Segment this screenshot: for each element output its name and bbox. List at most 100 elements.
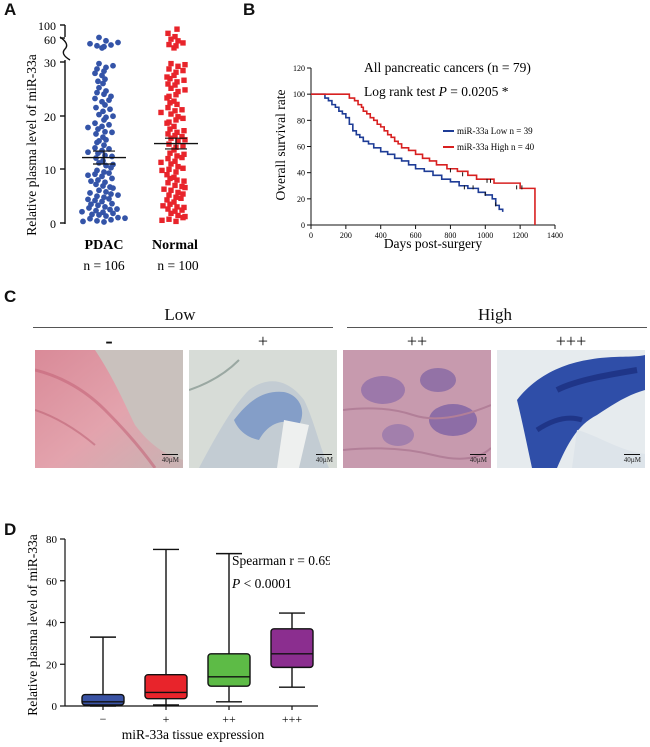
logrank-value: = 0.0205 * xyxy=(447,84,509,99)
grade-label-plus: + xyxy=(257,331,269,351)
data-point-normal xyxy=(165,180,171,186)
data-point-pdac xyxy=(80,218,86,225)
grade-label-negative: - xyxy=(105,328,113,353)
data-point-normal xyxy=(182,61,188,68)
y-tick-label: 100 xyxy=(293,90,305,99)
grade-label-plus-plus: ++ xyxy=(406,331,428,351)
curve-high xyxy=(311,93,536,225)
data-point-pdac xyxy=(101,142,107,149)
data-point-normal xyxy=(166,192,172,198)
x-tick-label: 1000 xyxy=(477,231,493,240)
data-point-pdac xyxy=(88,201,94,208)
y-tick-label: 20 xyxy=(297,195,305,204)
data-point-pdac xyxy=(108,42,114,48)
data-point-normal xyxy=(168,85,174,91)
data-point-normal xyxy=(158,159,164,166)
data-point-pdac xyxy=(79,208,85,215)
box-3 xyxy=(207,653,251,687)
panel-label-c: C xyxy=(4,287,17,306)
data-point-pdac xyxy=(87,190,93,196)
data-point-normal xyxy=(166,119,172,125)
data-point-normal xyxy=(172,108,178,114)
divider-high xyxy=(347,327,647,328)
data-point-normal xyxy=(173,218,179,225)
x-tick-label: 200 xyxy=(340,231,352,240)
data-point-normal xyxy=(182,213,188,220)
data-point-pdac xyxy=(99,98,105,105)
group-label-high: High xyxy=(478,305,512,324)
tick-label: 30 xyxy=(44,56,56,70)
tissue-image-negative: 40µM xyxy=(35,350,183,468)
n-label-pdac: n = 106 xyxy=(83,258,125,273)
category-label-normal: Normal xyxy=(152,238,198,253)
data-point-pdac xyxy=(96,60,102,67)
data-point-pdac xyxy=(100,108,106,115)
data-point-pdac xyxy=(103,114,109,121)
tick-label: 10 xyxy=(44,163,56,177)
scale-label: 40µM xyxy=(469,456,487,464)
data-point-normal xyxy=(174,129,180,136)
data-point-normal xyxy=(159,167,165,174)
data-point-pdac xyxy=(107,184,113,190)
data-point-normal xyxy=(166,66,172,72)
data-point-normal xyxy=(181,127,187,134)
data-point-pdac xyxy=(109,129,115,136)
tick-label: 60 xyxy=(44,33,56,47)
x-tick-label: 0 xyxy=(309,231,313,240)
panel-b-xlabel: Days post-surgery xyxy=(384,236,483,251)
data-point-pdac xyxy=(103,64,109,71)
data-point-pdac xyxy=(95,177,101,183)
x-tick-label: ++ xyxy=(222,712,236,726)
data-point-normal xyxy=(171,72,177,79)
data-point-pdac xyxy=(106,170,112,176)
y-tick-label: 120 xyxy=(293,64,305,73)
scale-bar: 40µM xyxy=(624,453,641,464)
data-point-normal xyxy=(179,133,185,140)
data-point-normal xyxy=(174,79,180,85)
data-point-normal xyxy=(167,75,173,82)
data-point-normal xyxy=(174,26,180,32)
panel-d-y-ticks: 0 20 40 60 80 xyxy=(46,534,65,713)
data-point-pdac xyxy=(101,194,107,201)
data-point-pdac xyxy=(109,200,115,207)
panel-a-mean-bars xyxy=(82,137,198,165)
data-point-normal xyxy=(180,143,186,149)
panel-a-points xyxy=(79,26,188,225)
legend-label-high: miR-33a High n = 40 xyxy=(457,142,535,152)
data-point-normal xyxy=(166,166,172,173)
tick-label: 100 xyxy=(38,19,56,33)
data-point-normal xyxy=(164,74,170,80)
data-point-pdac xyxy=(101,219,107,225)
data-point-pdac xyxy=(106,195,112,202)
data-point-normal xyxy=(180,40,186,46)
data-point-normal xyxy=(174,101,180,108)
data-point-pdac xyxy=(107,206,113,213)
data-point-normal xyxy=(167,175,173,182)
data-point-pdac xyxy=(96,187,102,194)
data-point-pdac xyxy=(94,66,100,72)
x-tick-label: 600 xyxy=(410,231,422,240)
panel-a-y-ticks: 100 60 30 20 10 0 xyxy=(38,19,56,231)
data-point-normal xyxy=(173,117,179,123)
panel-label-a: A xyxy=(4,0,17,19)
y-tick-label: 80 xyxy=(46,534,58,546)
box-4 xyxy=(270,628,314,669)
data-point-pdac xyxy=(102,179,108,186)
panel-a-y-axis xyxy=(59,24,71,224)
data-point-normal xyxy=(180,115,186,122)
n-label-normal: n = 100 xyxy=(157,258,199,273)
data-point-normal xyxy=(180,191,186,197)
data-point-normal xyxy=(175,38,181,44)
data-point-normal xyxy=(174,177,180,183)
panel-d-annotation-spearman: Spearman r = 0.692 *** xyxy=(232,553,330,568)
data-point-pdac xyxy=(103,37,109,44)
scale-bar: 40µM xyxy=(316,453,333,464)
data-point-normal xyxy=(173,169,179,175)
data-point-pdac xyxy=(88,178,94,185)
x-tick-label: − xyxy=(100,712,107,726)
panel-b-annotation-total: All pancreatic cancers (n = 79) xyxy=(364,60,531,75)
data-point-pdac xyxy=(108,216,114,223)
y-tick-label: 40 xyxy=(46,618,58,630)
data-point-normal xyxy=(179,107,185,113)
data-point-normal xyxy=(168,187,174,193)
